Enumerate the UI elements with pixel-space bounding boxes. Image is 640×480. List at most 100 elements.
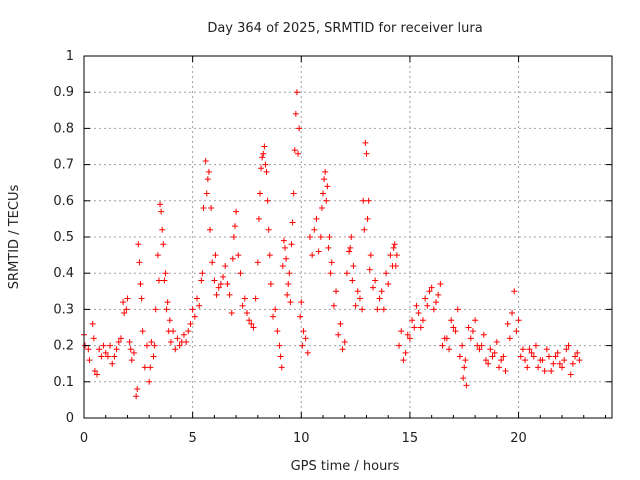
data-point [328, 259, 335, 266]
data-point [380, 306, 387, 313]
data-point [296, 125, 303, 132]
data-point [104, 353, 111, 360]
data-point [498, 357, 505, 364]
data-point [419, 317, 426, 324]
data-point [500, 353, 507, 360]
x-tick-label: 20 [510, 431, 527, 446]
data-point [285, 281, 292, 288]
y-tick-label: 0.5 [53, 230, 74, 245]
data-point [561, 357, 568, 364]
data-point [352, 302, 359, 309]
data-point [306, 234, 313, 240]
data-point [130, 349, 137, 356]
data-point [448, 317, 455, 324]
data-point [163, 306, 170, 313]
data-point [288, 241, 295, 248]
data-point [364, 215, 371, 222]
data-point [107, 342, 114, 349]
data-point [426, 288, 433, 295]
data-point [350, 262, 357, 269]
data-point [361, 226, 368, 233]
data-point [211, 277, 218, 284]
y-axis-label: SRMTID / TECUs [7, 185, 22, 290]
data-point [390, 244, 397, 251]
x-tick-label: 0 [80, 431, 88, 446]
data-point [123, 306, 130, 313]
data-point [493, 338, 500, 345]
data-point [548, 367, 555, 374]
data-point [443, 335, 450, 342]
data-point [318, 205, 325, 212]
data-point [476, 346, 483, 353]
data-point [265, 226, 272, 233]
data-point [111, 353, 118, 360]
data-point [160, 241, 167, 248]
data-point [161, 277, 168, 284]
x-tick-label: 15 [402, 431, 419, 446]
data-point [362, 139, 369, 146]
data-point [147, 364, 154, 371]
data-point [102, 349, 109, 356]
data-point [341, 338, 348, 345]
data-point [333, 288, 340, 295]
data-point [262, 161, 269, 168]
data-point [433, 299, 439, 306]
data-point [259, 154, 266, 161]
data-point [276, 342, 283, 349]
data-point [430, 306, 437, 313]
data-point [289, 219, 296, 226]
data-point [135, 241, 142, 248]
data-point [283, 255, 290, 262]
chart-title: Day 364 of 2025, SRMTID for receiver lur… [207, 21, 482, 36]
data-point [437, 281, 444, 288]
data-point [224, 281, 231, 288]
data-point [202, 157, 209, 164]
x-axis-label: GPS time / hours [291, 459, 400, 474]
plot-frame [83, 55, 613, 419]
data-point [565, 342, 572, 349]
data-point [424, 302, 431, 309]
y-tick-label: 0.8 [53, 121, 74, 136]
data-point [215, 284, 222, 291]
data-point [354, 288, 361, 295]
data-point [257, 190, 263, 197]
data-point [359, 306, 366, 313]
data-point [550, 360, 557, 367]
data-point [126, 338, 133, 345]
data-point [485, 360, 492, 367]
data-point [487, 346, 494, 353]
y-tick-label: 0.2 [53, 339, 74, 354]
data-point [528, 349, 535, 356]
data-point [176, 342, 183, 349]
data-point [439, 342, 446, 349]
data-point [133, 393, 140, 400]
data-point [213, 291, 220, 298]
data-point [137, 281, 144, 288]
data-point [258, 165, 265, 172]
y-tick-label: 0 [66, 411, 74, 426]
data-point [417, 324, 424, 331]
data-point [207, 226, 214, 233]
data-point [243, 310, 250, 317]
data-point [287, 299, 294, 306]
data-point [515, 317, 522, 324]
data-point [360, 197, 367, 204]
data-point [346, 248, 353, 255]
data-point [552, 353, 559, 360]
data-point [298, 299, 305, 306]
data-point [172, 346, 179, 353]
data-point [278, 364, 285, 371]
data-point [261, 143, 268, 150]
data-point [209, 259, 216, 266]
data-point [517, 353, 524, 360]
data-point [237, 270, 244, 277]
x-tick-label: 5 [189, 431, 197, 446]
data-point [396, 342, 403, 349]
data-point [191, 313, 198, 320]
data-point [460, 375, 467, 382]
data-point [543, 346, 550, 353]
data-point [572, 353, 579, 360]
data-point [532, 342, 539, 349]
data-point [339, 346, 346, 353]
data-point [461, 364, 468, 371]
